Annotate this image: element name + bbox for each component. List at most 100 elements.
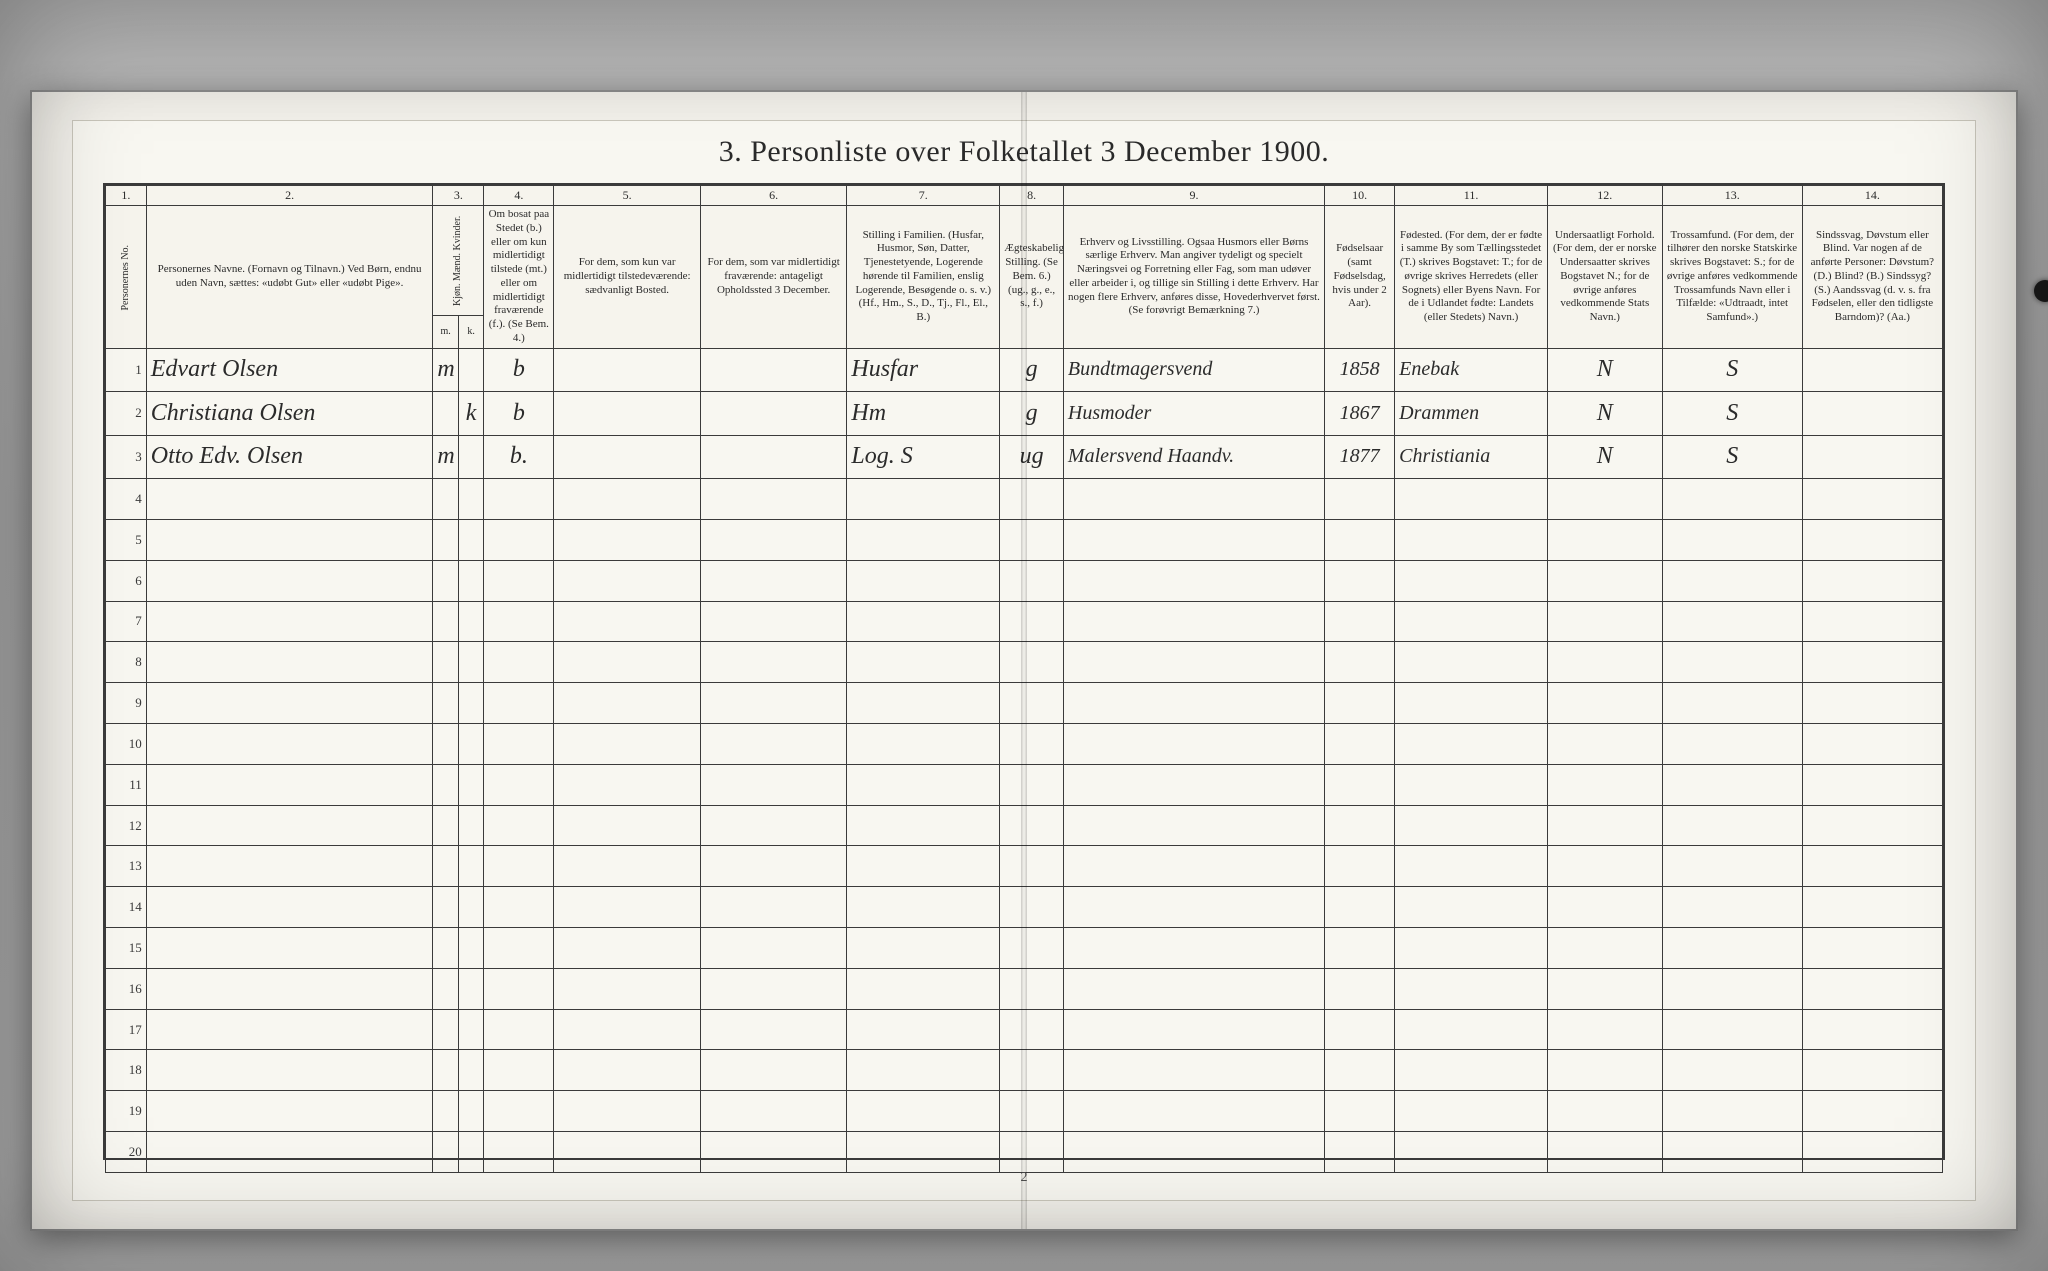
cell-empty (1325, 683, 1395, 724)
cell-empty (1547, 560, 1662, 601)
cell-empty (1547, 683, 1662, 724)
cell-midl-tilstede (554, 392, 701, 436)
cell-empty (1802, 805, 1942, 846)
cell-empty (433, 1132, 458, 1173)
cell-familie: Hm (847, 392, 1000, 436)
hdr-fodselsaar: Fødselsaar (samt Fødselsdag, hvis under … (1325, 206, 1395, 349)
colnum-9: 9. (1063, 186, 1324, 206)
cell-empty (1662, 601, 1802, 642)
cell-empty (433, 928, 458, 969)
cell-empty (1802, 887, 1942, 928)
cell-empty (1395, 723, 1548, 764)
cell-empty (700, 887, 847, 928)
cell-empty (1325, 601, 1395, 642)
cell-empty (554, 560, 701, 601)
cell-empty (146, 1132, 433, 1173)
colnum-1: 1. (106, 186, 147, 206)
cell-empty (1662, 723, 1802, 764)
cell-empty (1325, 479, 1395, 520)
cell-empty (146, 560, 433, 601)
cell-empty (146, 479, 433, 520)
cell-empty (1063, 601, 1324, 642)
cell-empty (1802, 846, 1942, 887)
cell-empty (146, 601, 433, 642)
cell-empty (1063, 683, 1324, 724)
cell-bosat: b (484, 348, 554, 392)
colnum-12: 12. (1547, 186, 1662, 206)
cell-empty (1000, 764, 1064, 805)
cell-empty (554, 479, 701, 520)
cell-empty (847, 1050, 1000, 1091)
cell-empty (1395, 928, 1548, 969)
cell-empty (146, 1050, 433, 1091)
colnum-7: 7. (847, 186, 1000, 206)
colnum-4: 4. (484, 186, 554, 206)
hdr-kjon: Kjøn. Mænd. Kvinder. (433, 206, 484, 316)
cell-empty (458, 479, 483, 520)
cell-empty (1547, 968, 1662, 1009)
cell-empty (1000, 479, 1064, 520)
hdr-person-no: Personernes No. (106, 206, 147, 349)
cell-empty (433, 683, 458, 724)
cell-empty (1063, 479, 1324, 520)
cell-empty (484, 642, 554, 683)
cell-empty (1662, 764, 1802, 805)
hdr-kjon-k: k. (458, 316, 483, 349)
cell-empty (1000, 601, 1064, 642)
hdr-name: Personernes Navne. (Fornavn og Tilnavn.)… (146, 206, 433, 349)
cell-empty (1662, 805, 1802, 846)
cell-empty (847, 519, 1000, 560)
cell-empty (1325, 805, 1395, 846)
cell-empty (1000, 1132, 1064, 1173)
cell-empty (1325, 723, 1395, 764)
cell-empty (700, 928, 847, 969)
colnum-3: 3. (433, 186, 484, 206)
cell-empty (554, 601, 701, 642)
cell-empty (554, 1009, 701, 1050)
cell-empty (458, 642, 483, 683)
cell-fodested: Drammen (1395, 392, 1548, 436)
cell-empty (1802, 1050, 1942, 1091)
cell-empty (146, 1091, 433, 1132)
cell-empty (554, 887, 701, 928)
cell-empty (700, 723, 847, 764)
punch-hole (2034, 280, 2048, 302)
colnum-6: 6. (700, 186, 847, 206)
cell-empty (433, 723, 458, 764)
row-number: 15 (106, 928, 147, 969)
cell-empty (1063, 560, 1324, 601)
cell-empty (1000, 968, 1064, 1009)
cell-sind (1802, 435, 1942, 479)
cell-empty (700, 560, 847, 601)
cell-empty (1000, 846, 1064, 887)
row-number: 6 (106, 560, 147, 601)
row-number: 8 (106, 642, 147, 683)
cell-empty (847, 968, 1000, 1009)
desk-background: 3. Personliste over Folketallet 3 Decemb… (0, 0, 2048, 1271)
cell-empty (146, 1009, 433, 1050)
cell-kjon-k: k (458, 392, 483, 436)
cell-empty (1547, 601, 1662, 642)
cell-empty (484, 560, 554, 601)
cell-empty (1063, 1009, 1324, 1050)
cell-empty (1325, 560, 1395, 601)
cell-empty (458, 1091, 483, 1132)
cell-empty (1063, 928, 1324, 969)
cell-empty (1063, 887, 1324, 928)
cell-empty (484, 846, 554, 887)
colnum-2: 2. (146, 186, 433, 206)
cell-empty (847, 887, 1000, 928)
cell-empty (458, 764, 483, 805)
cell-empty (433, 764, 458, 805)
cell-empty (1000, 928, 1064, 969)
cell-kjon-k (458, 348, 483, 392)
cell-empty (700, 1091, 847, 1132)
cell-empty (433, 846, 458, 887)
cell-empty (700, 805, 847, 846)
cell-empty (700, 601, 847, 642)
cell-empty (484, 1050, 554, 1091)
cell-empty (458, 1050, 483, 1091)
cell-empty (1662, 479, 1802, 520)
cell-empty (458, 683, 483, 724)
cell-empty (554, 1132, 701, 1173)
